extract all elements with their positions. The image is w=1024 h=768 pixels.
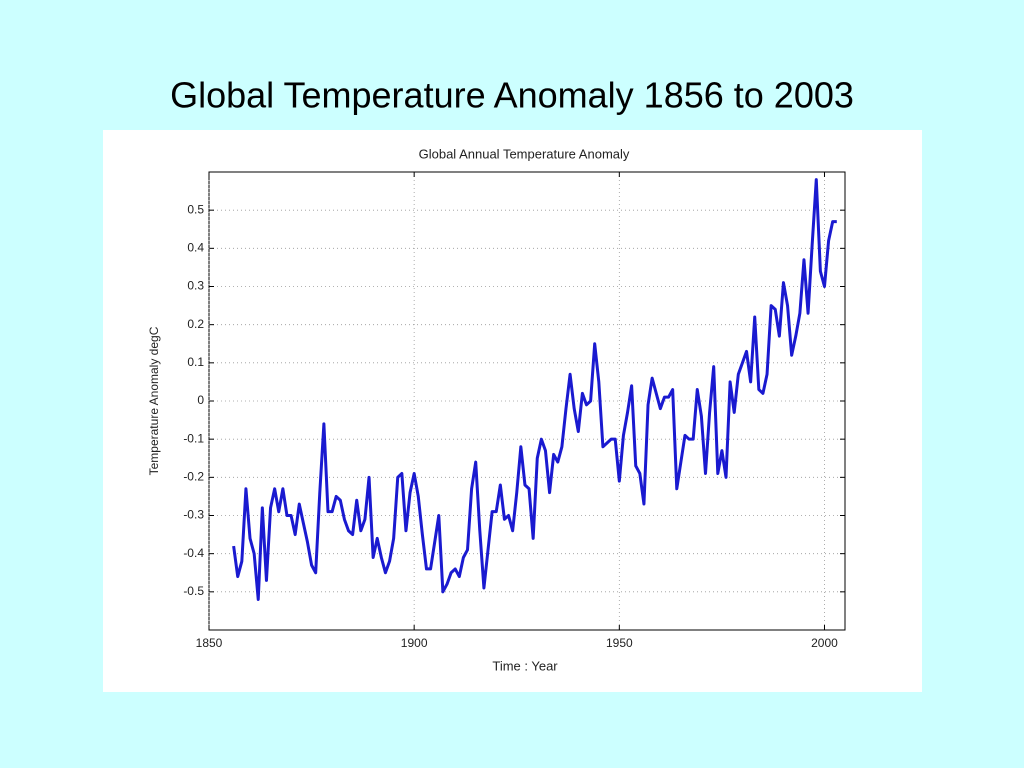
y-tick-label: -0.3 [183, 508, 204, 522]
x-axis-label: Time : Year [492, 658, 558, 673]
y-tick-label: 0.4 [187, 241, 204, 255]
y-tick-label: -0.2 [183, 470, 204, 484]
chart-title: Global Annual Temperature Anomaly [419, 146, 630, 161]
x-tick-label: 1900 [401, 636, 428, 650]
x-tick-label: 1850 [196, 636, 223, 650]
data-line [232, 178, 837, 601]
y-tick-label: -0.4 [183, 546, 204, 560]
y-tick-label: 0.2 [187, 317, 204, 331]
chart-panel [103, 130, 922, 692]
y-tick-label: -0.1 [183, 431, 204, 445]
x-tick-label: 1950 [606, 636, 633, 650]
x-tick-label: 2000 [811, 636, 838, 650]
y-tick-label: 0.5 [187, 202, 204, 216]
y-tick-label: 0 [197, 393, 204, 407]
slide-title: Global Temperature Anomaly 1856 to 2003 [170, 75, 854, 116]
y-tick-label: 0.1 [187, 355, 204, 369]
y-axis-label: Temperature Anomaly degC [147, 326, 161, 475]
y-tick-label: 0.3 [187, 279, 204, 293]
y-tick-label: -0.5 [183, 584, 204, 598]
